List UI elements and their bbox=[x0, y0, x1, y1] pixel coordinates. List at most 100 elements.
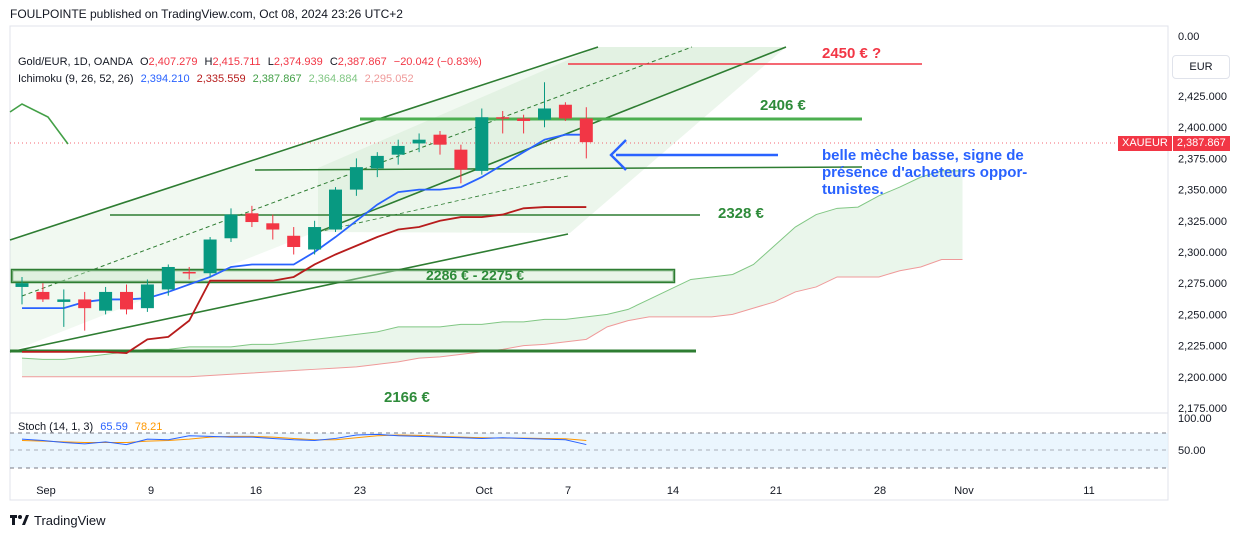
time-tick-label: 11 bbox=[1083, 485, 1094, 497]
ohlc-change: −20.042 (−0.83%) bbox=[393, 56, 482, 68]
time-tick-label: 28 bbox=[874, 485, 886, 497]
channel-upper-line bbox=[9, 46, 599, 241]
candle-body bbox=[517, 118, 531, 121]
candle-body bbox=[329, 189, 342, 230]
candle-body bbox=[99, 291, 113, 311]
candle-body bbox=[161, 266, 175, 290]
channel-lower-line bbox=[9, 233, 569, 353]
candle-body bbox=[287, 235, 301, 248]
stoch-tick-label: 50.00 bbox=[1178, 445, 1206, 457]
candle-body bbox=[349, 167, 363, 190]
time-tick-label: 16 bbox=[250, 485, 262, 497]
ichimoku-spanB-value: 2,295.052 bbox=[364, 73, 414, 85]
symbol-name[interactable]: Gold/EUR, 1D, OANDA bbox=[18, 56, 133, 68]
candle-body bbox=[433, 134, 447, 145]
candle-body bbox=[454, 149, 468, 170]
price-tick-label: 2,200.000 bbox=[1178, 372, 1227, 384]
candle-body bbox=[370, 155, 384, 169]
price-tag-value: 2,387.867 bbox=[1172, 136, 1230, 151]
time-tick-label: Sep bbox=[36, 485, 56, 497]
candle-body bbox=[245, 213, 259, 223]
annotation-2406[interactable]: 2406 € bbox=[760, 97, 806, 114]
price-tag-symbol: XAUEUR bbox=[1118, 136, 1172, 151]
cloud-span-a bbox=[21, 170, 963, 360]
price-tick-label: 2,225.000 bbox=[1178, 341, 1227, 353]
candle-body bbox=[224, 214, 238, 239]
last-price-tag: XAUEUR 2,387.867 bbox=[1118, 136, 1230, 151]
candle-body bbox=[266, 223, 280, 230]
candle-body bbox=[203, 239, 217, 274]
annotation-2166[interactable]: 2166 € bbox=[384, 389, 430, 406]
stoch-legend[interactable]: Stoch (14, 1, 3) 65.59 78.21 bbox=[18, 421, 166, 433]
channel-mid-line bbox=[317, 46, 787, 233]
candle-body bbox=[538, 108, 551, 120]
candle-body bbox=[57, 299, 71, 302]
stoch-label[interactable]: Stoch (14, 1, 3) bbox=[18, 421, 94, 433]
candle-body bbox=[308, 227, 322, 250]
price-tick-label: 2,275.000 bbox=[1178, 278, 1227, 290]
tradingview-footer[interactable]: TradingView bbox=[10, 513, 106, 528]
channel-inner-dashed bbox=[317, 175, 569, 233]
arrow-head-icon bbox=[609, 139, 627, 171]
price-tick-label: 2,350.000 bbox=[1178, 185, 1227, 197]
candle-body bbox=[15, 283, 29, 287]
time-tick-label: Nov bbox=[954, 485, 974, 497]
time-tick-label: 21 bbox=[770, 485, 782, 497]
ichimoku-kijun-value: 2,335.559 bbox=[196, 73, 246, 85]
annotation-note[interactable]: belle mèche basse, signe de présence d'a… bbox=[822, 147, 1028, 198]
time-tick-label: 14 bbox=[667, 485, 679, 497]
time-tick-label: 23 bbox=[354, 485, 366, 497]
symbol-legend[interactable]: Gold/EUR, 1D, OANDA O2,407.279 H2,415.71… bbox=[18, 56, 486, 68]
candle-body bbox=[120, 291, 133, 310]
candle-body bbox=[182, 271, 196, 274]
time-tick-label: Oct bbox=[475, 485, 492, 497]
ichimoku-tenkan-value: 2,394.210 bbox=[140, 73, 190, 85]
ohlc-low: L2,374.939 bbox=[267, 56, 323, 68]
tradingview-logo-icon bbox=[10, 514, 29, 525]
candle-body bbox=[36, 291, 50, 300]
price-tick-label: 2,425.000 bbox=[1178, 91, 1227, 103]
candle-body bbox=[496, 117, 510, 119]
publish-header: FOULPOINTE published on TradingView.com,… bbox=[10, 7, 403, 21]
candle-body bbox=[558, 104, 572, 119]
stoch-band bbox=[10, 433, 1168, 468]
ichimoku-cloud bbox=[22, 170, 963, 377]
zone-2286-2275-fill bbox=[12, 270, 674, 282]
price-tick-label: 2,325.000 bbox=[1178, 216, 1227, 228]
time-tick-label: 9 bbox=[148, 485, 154, 497]
price-tick-label: 2,300.000 bbox=[1178, 247, 1227, 259]
ohlc-high: H2,415.711 bbox=[204, 56, 261, 68]
candle-body bbox=[475, 117, 489, 171]
candle-body bbox=[78, 299, 92, 309]
candle-body bbox=[140, 284, 154, 309]
annotation-2328[interactable]: 2328 € bbox=[718, 205, 764, 222]
ohlc-open: O2,407.279 bbox=[139, 56, 198, 68]
ichimoku-lagging-value: 2,387.867 bbox=[252, 73, 302, 85]
stoch-k-value: 65.59 bbox=[100, 421, 128, 433]
ichimoku-spanA-value: 2,364.884 bbox=[308, 73, 358, 85]
candle-body bbox=[412, 139, 426, 144]
price-tick-label: 2,250.000 bbox=[1178, 309, 1227, 321]
tradingview-brand: TradingView bbox=[34, 513, 106, 528]
ichimoku-label[interactable]: Ichimoku (9, 26, 52, 26) bbox=[18, 73, 134, 85]
annotation-2286-2275[interactable]: 2286 € - 2275 € bbox=[426, 267, 525, 283]
price-tick-label: 0.00 bbox=[1178, 31, 1199, 43]
ichimoku-legend[interactable]: Ichimoku (9, 26, 52, 26) 2,394.210 2,335… bbox=[18, 73, 418, 85]
price-tick-label: 2,400.000 bbox=[1178, 122, 1227, 134]
price-tick-label: 2,375.000 bbox=[1178, 153, 1227, 165]
ohlc-close: C2,387.867 bbox=[329, 56, 387, 68]
candle-body bbox=[391, 145, 405, 155]
stoch-tick-label: 100.00 bbox=[1178, 413, 1212, 425]
currency-selector[interactable]: EUR bbox=[1172, 55, 1230, 79]
zone-2286-2275 bbox=[10, 268, 676, 284]
tenkan-line bbox=[22, 133, 587, 310]
annotation-2450[interactable]: 2450 € ? bbox=[822, 45, 882, 62]
stoch-d-value: 78.21 bbox=[134, 421, 163, 433]
lagging-span bbox=[9, 103, 69, 145]
candle-body bbox=[579, 118, 593, 143]
stoch-k-line bbox=[21, 433, 587, 446]
price-tick-label: 2,175.000 bbox=[1178, 403, 1227, 415]
kijun-line bbox=[22, 206, 587, 355]
time-tick-label: 7 bbox=[565, 485, 571, 497]
